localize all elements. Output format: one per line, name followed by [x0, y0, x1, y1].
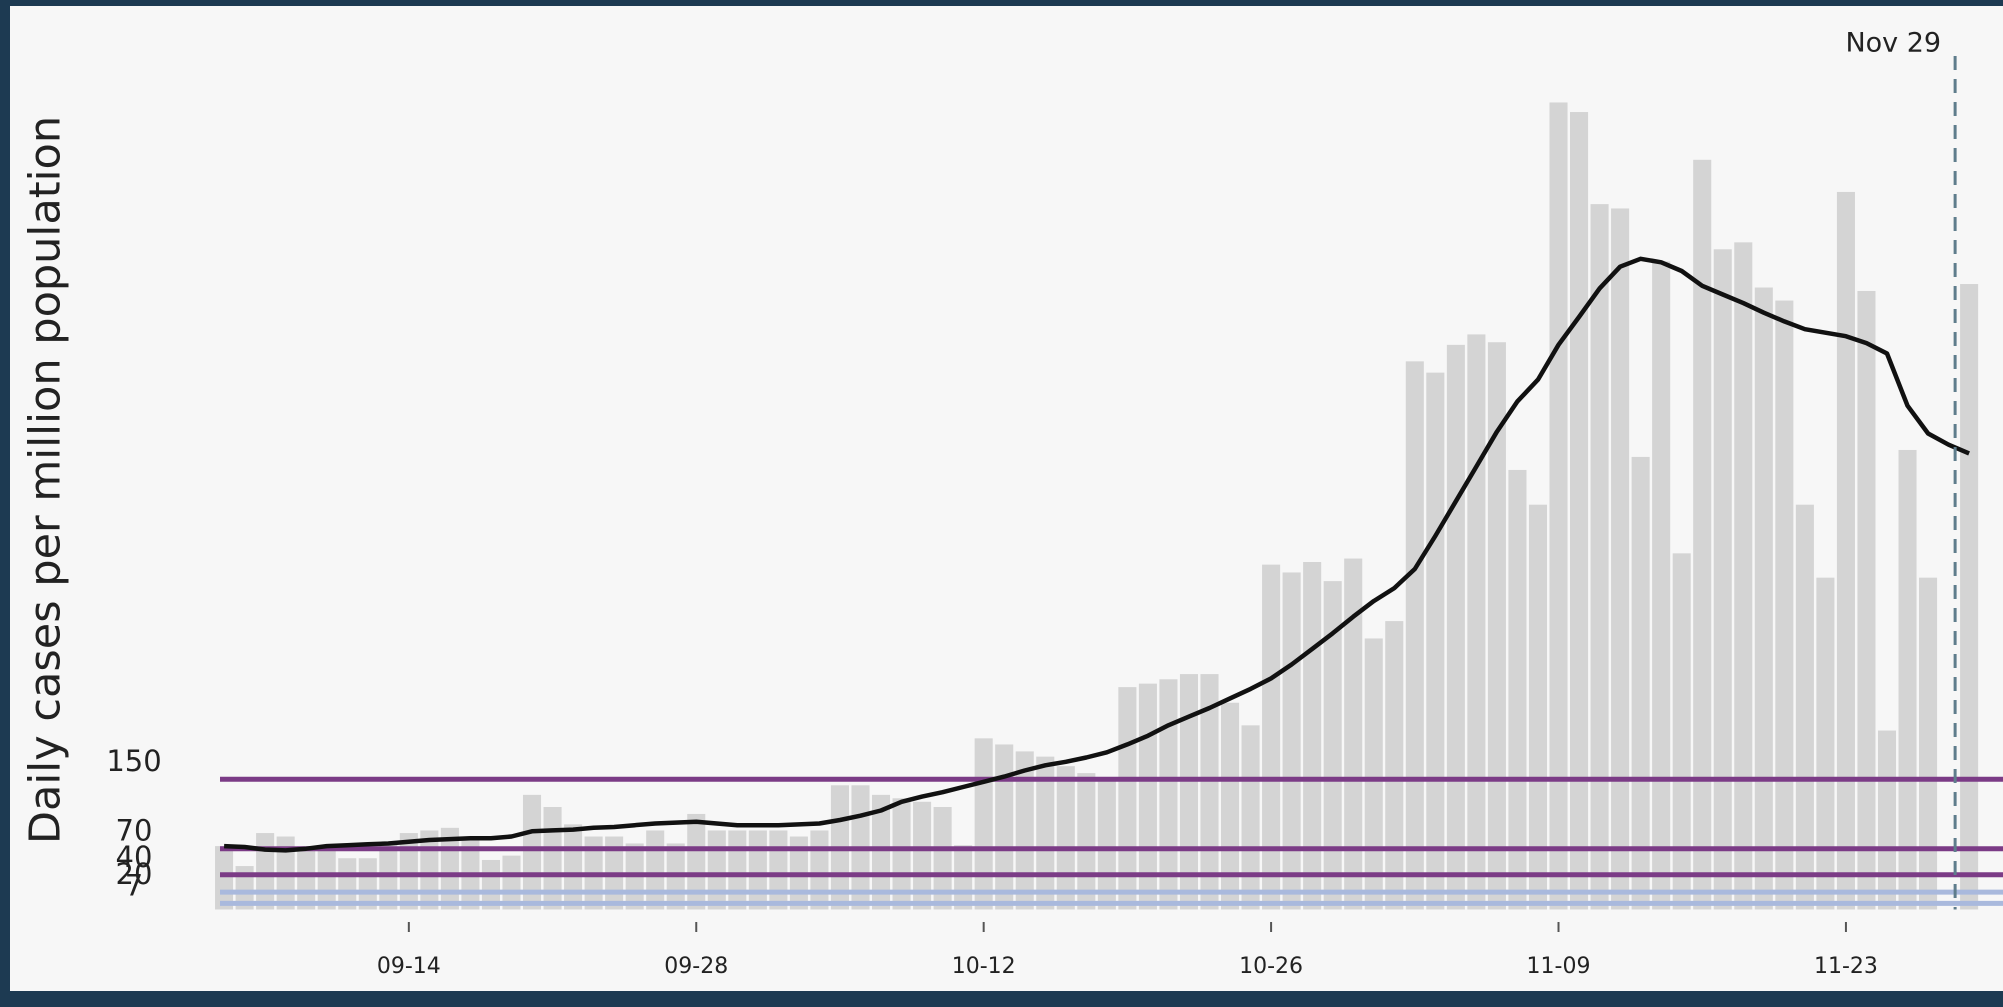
bar: [769, 830, 788, 910]
bar: [1508, 469, 1527, 910]
bar: [1056, 766, 1075, 910]
bar: [1754, 287, 1773, 910]
bar: [728, 830, 747, 910]
bar: [1241, 725, 1260, 910]
bar: [1836, 191, 1855, 910]
bar: [215, 846, 234, 910]
y-tick-label: 20: [116, 857, 153, 891]
y-tick-label: 40: [116, 840, 153, 874]
bar: [933, 806, 952, 910]
bar: [1015, 751, 1034, 910]
bar: [1611, 208, 1630, 910]
bar: [748, 830, 767, 910]
bar: [522, 794, 542, 910]
bar: [995, 744, 1014, 910]
x-tick-label: 11-09: [1527, 954, 1591, 979]
bar: [358, 858, 377, 910]
bar: [1446, 344, 1465, 910]
bar: [297, 846, 316, 910]
bar: [1036, 756, 1055, 910]
bar: [1631, 456, 1650, 910]
bar: [707, 830, 726, 910]
y-tick-label: 70: [116, 814, 153, 848]
bar: [1221, 702, 1240, 910]
bar: [954, 845, 973, 910]
bar: [687, 813, 706, 910]
marker-label: Nov 29: [1845, 28, 1941, 59]
bar: [502, 855, 521, 910]
bar: [1077, 773, 1096, 910]
bar: [1385, 621, 1404, 910]
bar: [1960, 284, 1979, 910]
bar: [256, 833, 275, 910]
bar: [1857, 290, 1876, 910]
bar: [810, 830, 829, 910]
bar: [1590, 204, 1609, 910]
x-tick-label: 09-28: [664, 954, 728, 979]
bar: [1672, 553, 1691, 910]
bar: [1487, 342, 1506, 910]
y-tick-label: 7: [125, 868, 143, 902]
x-tick-label: 10-26: [1239, 954, 1303, 979]
bar: [1795, 504, 1814, 910]
bar: [1303, 562, 1322, 910]
average-line: [224, 256, 1970, 853]
bar: [1898, 449, 1917, 910]
y-axis-title: Daily cases per million population: [21, 116, 71, 844]
bar: [1652, 261, 1671, 910]
bar: [974, 738, 993, 910]
bar: [913, 801, 932, 910]
x-tick-label: 11-23: [1814, 954, 1878, 979]
bar: [564, 824, 583, 910]
y-tick-label: 150: [106, 744, 161, 778]
bar: [1405, 361, 1424, 910]
bar: [1426, 372, 1445, 910]
x-tick-label: 09-14: [377, 954, 441, 979]
bar: [338, 858, 357, 910]
bar: [1467, 334, 1486, 910]
bar: [1159, 679, 1178, 910]
x-tick-label: 10-12: [952, 954, 1016, 979]
bar: [1693, 159, 1712, 910]
bar: [317, 846, 336, 910]
bar: [1262, 564, 1281, 910]
bar: [1919, 577, 1938, 910]
bar: [1877, 730, 1897, 910]
bar: [1816, 577, 1835, 910]
bar: [646, 830, 665, 910]
bar: [399, 833, 418, 910]
bar: [892, 798, 911, 910]
bar: [1282, 572, 1301, 910]
bar: [1734, 242, 1753, 910]
bar: [1528, 504, 1548, 910]
bar: [1775, 300, 1794, 910]
bar: [1549, 102, 1568, 910]
bar: [1570, 112, 1589, 910]
bar: [1323, 581, 1342, 910]
bar: [1364, 638, 1383, 910]
bar: [871, 794, 891, 910]
bar: [1344, 558, 1363, 910]
bar: [1713, 249, 1732, 910]
